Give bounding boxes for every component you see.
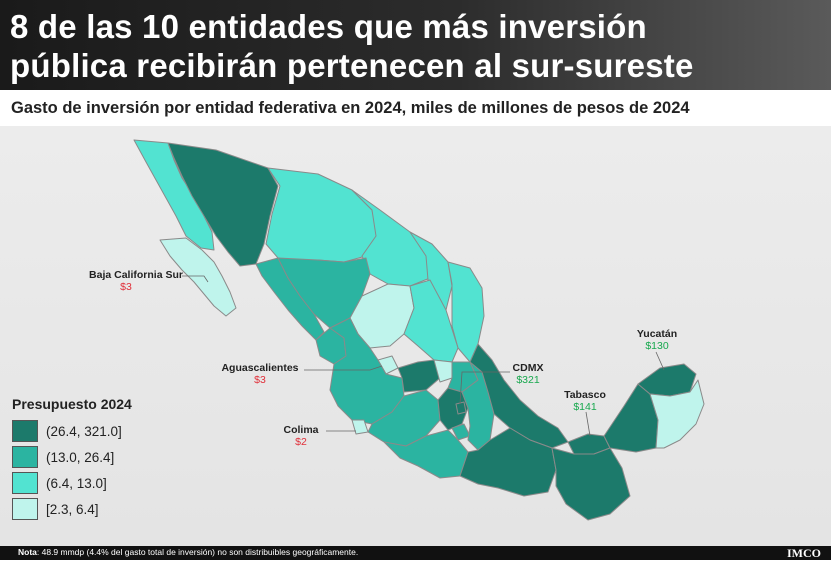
legend-swatch — [12, 498, 38, 520]
map-legend: Presupuesto 2024 (26.4, 321.0] (13.0, 26… — [12, 396, 132, 522]
state-baja-california — [133, 139, 215, 251]
legend-swatch — [12, 446, 38, 468]
legend-range: (13.0, 26.4] — [46, 449, 115, 465]
annotation-value-bcs: $3 — [120, 281, 132, 293]
title-line-2: pública recibirán pertenecen al sur-sure… — [10, 47, 694, 84]
legend-item: (6.4, 13.0] — [12, 470, 132, 496]
subtitle: Gasto de inversión por entidad federativ… — [11, 99, 690, 117]
footer-bar: Nota: 48.9 mmdp (4.4% del gasto total de… — [0, 546, 831, 560]
legend-item: (26.4, 321.0] — [12, 418, 132, 444]
legend-swatch — [12, 420, 38, 442]
leader-line-tabasco — [585, 411, 591, 437]
imco-logo: IMCO — [787, 546, 821, 560]
title-line-1: 8 de las 10 entidades que más inversión — [10, 8, 647, 45]
footer-note-label: Nota — [18, 547, 37, 557]
annotation-value-aguascalientes: $3 — [254, 374, 266, 386]
state-yucatan — [637, 363, 697, 397]
annotation-label-colima: Colima — [283, 424, 319, 436]
footer-note-text: : 48.9 mmdp (4.4% del gasto total de inv… — [36, 547, 359, 557]
legend-swatch — [12, 472, 38, 494]
legend-range: (6.4, 13.0] — [46, 475, 107, 491]
state-quintana-roo — [649, 379, 705, 449]
legend-item: (13.0, 26.4] — [12, 444, 132, 470]
annotation-label-cdmx: CDMX — [512, 362, 544, 374]
annotation-label-yucatan: Yucatán — [636, 328, 678, 340]
leader-line-bcs — [182, 275, 209, 283]
state-baja-california-sur — [159, 237, 237, 317]
state-sonora — [167, 142, 279, 267]
legend-range: [2.3, 6.4] — [46, 501, 99, 517]
leader-line-yucatan — [655, 351, 665, 371]
annotation-value-tabasco: $141 — [573, 401, 597, 413]
annotation-value-cdmx: $321 — [516, 374, 540, 386]
state-chihuahua — [265, 167, 379, 263]
annotation-label-bcs: Baja California Sur — [89, 269, 183, 281]
annotation-value-yucatan: $130 — [645, 340, 669, 352]
legend-range: (26.4, 321.0] — [46, 423, 122, 439]
annotation-label-tabasco: Tabasco — [564, 389, 606, 401]
leader-line-aguascalientes — [304, 365, 383, 371]
annotation-value-colima: $2 — [295, 436, 307, 448]
footer-note: Nota: 48.9 mmdp (4.4% del gasto total de… — [18, 547, 358, 557]
legend-item: [2.3, 6.4] — [12, 496, 132, 522]
state-cdmx — [455, 401, 467, 415]
state-chiapas — [551, 447, 631, 521]
annotation-label-aguascalientes: Aguascalientes — [221, 362, 299, 374]
state-guanajuato — [397, 359, 441, 393]
leader-line-cdmx — [459, 371, 510, 405]
legend-title: Presupuesto 2024 — [12, 396, 132, 412]
header-banner: 8 de las 10 entidades que más inversión … — [0, 0, 831, 90]
